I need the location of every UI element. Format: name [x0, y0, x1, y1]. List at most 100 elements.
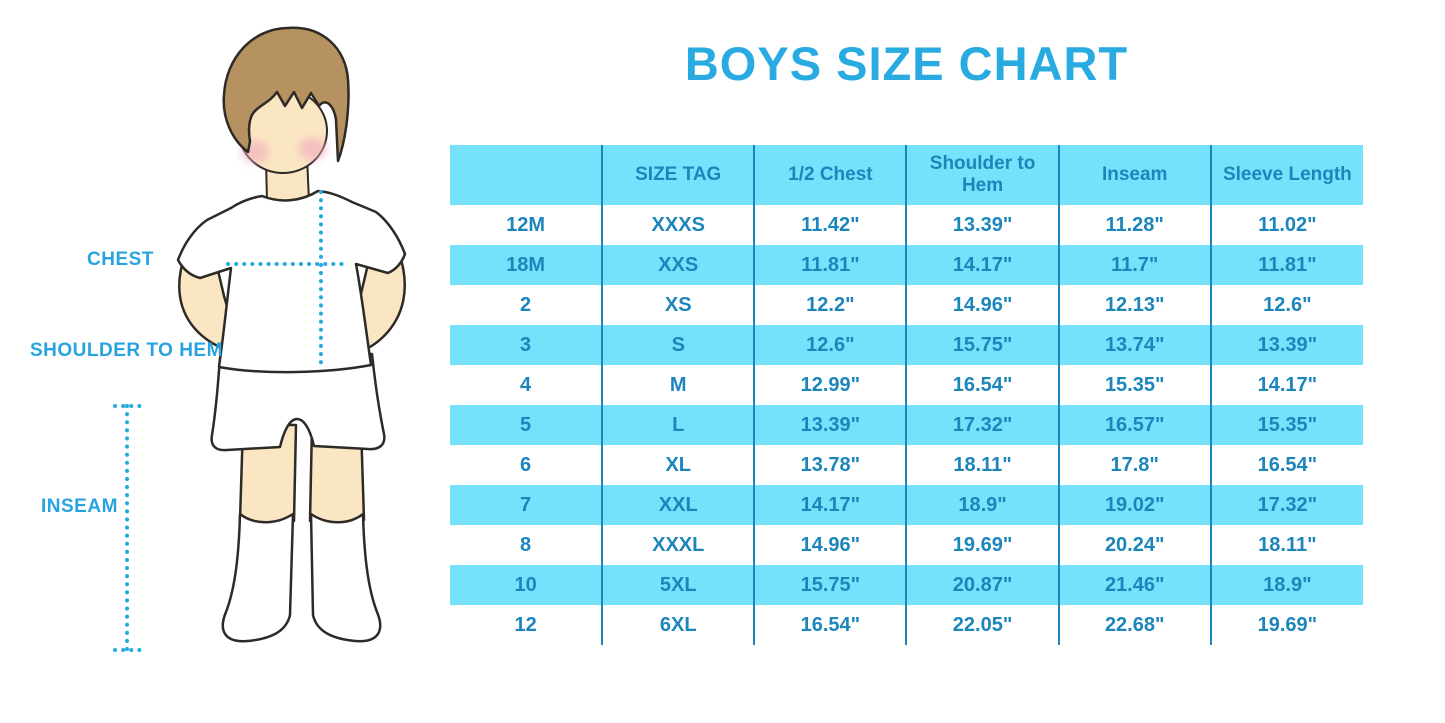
boy-right-sock — [309, 512, 382, 643]
column-header: Shoulder to Hem — [906, 145, 1060, 205]
table-cell: XXXL — [602, 525, 756, 565]
boy-hair — [222, 26, 350, 163]
table-row: 8 XXXL 14.96" 19.69" 20.24" 18.11" — [450, 525, 1363, 565]
table-cell: 11.7" — [1058, 245, 1212, 285]
table-cell: 14.96" — [754, 525, 908, 565]
table-cell: 13.39" — [754, 405, 908, 445]
table-cell: 22.68" — [1058, 605, 1212, 645]
table-cell: 11.81" — [1258, 253, 1317, 276]
table-cell: 22.05" — [906, 605, 1060, 645]
table-cell: S — [602, 325, 756, 365]
table-cell: 15.35" — [1257, 413, 1318, 436]
table-cell: 19.02" — [1058, 485, 1212, 525]
table-row: 12 6XL 16.54" 22.05" 22.68" 19.69" — [450, 605, 1363, 645]
table-row: 12M XXXS 11.42" 13.39" 11.28" 11.02" — [450, 205, 1363, 245]
table-cell: 14.17" — [1257, 373, 1318, 396]
table-cell: XXS — [602, 245, 756, 285]
boy-shorts — [210, 352, 386, 452]
table-cell: XXL — [602, 485, 756, 525]
table-cell: 14.17" — [906, 245, 1060, 285]
table-cell: 15.35" — [1058, 365, 1212, 405]
table-cell: 8 — [450, 525, 604, 565]
table-cell: 14.17" — [754, 485, 908, 525]
table-cell: 4 — [450, 365, 604, 405]
table-cell: 20.87" — [906, 565, 1060, 605]
table-cell: 7 — [450, 485, 604, 525]
column-header: Inseam — [1058, 145, 1212, 205]
boy-shirt — [176, 189, 407, 374]
size-table-head: SIZE TAG 1/2 Chest Shoulder to Hem Inseam Sl… — [450, 145, 1363, 205]
table-row: 10 5XL 15.75" 20.87" 21.46" 18.9" — [450, 565, 1363, 605]
table-row: 7 XXL 14.17" 18.9" 19.02" 17.32" — [450, 485, 1363, 525]
table-cell: 17.32" — [906, 405, 1060, 445]
table-cell: XXXS — [602, 205, 756, 245]
table-cell: 15.75" — [754, 565, 908, 605]
table-cell: 17.32" — [1257, 493, 1318, 516]
table-cell: 12 — [450, 605, 604, 645]
table-cell: XL — [602, 445, 756, 485]
table-cell: 2 — [450, 285, 604, 325]
table-cell: 18M — [450, 245, 604, 285]
table-cell: 13.78" — [754, 445, 908, 485]
column-header: Sleeve Length — [1222, 164, 1352, 186]
table-row: 6 XL 13.78" 18.11" 17.8" 16.54" — [450, 445, 1363, 485]
table-cell: 5XL — [602, 565, 756, 605]
table-cell: 16.54" — [1257, 453, 1318, 476]
table-cell: 11.81" — [754, 245, 908, 285]
table-cell: 12.6" — [1263, 293, 1312, 316]
table-cell: 18.11" — [1258, 533, 1317, 556]
column-header — [450, 145, 604, 205]
table-cell: 12.2" — [754, 285, 908, 325]
table-cell: 12.99" — [754, 365, 908, 405]
table-cell: XS — [602, 285, 756, 325]
page-title: BOYS SIZE CHART — [684, 37, 1129, 90]
size-table: SIZE TAG 1/2 Chest Shoulder to Hem Inseam Sl… — [450, 145, 1363, 645]
table-cell: 14.96" — [906, 285, 1060, 325]
table-cell: 16.54" — [754, 605, 908, 645]
table-cell: 12.13" — [1058, 285, 1212, 325]
table-cell: 19.69" — [1257, 613, 1318, 636]
table-cell: 18.11" — [906, 445, 1060, 485]
table-cell: 16.57" — [1058, 405, 1212, 445]
table-cell: 6XL — [602, 605, 756, 645]
table-cell: 18.9" — [1263, 573, 1312, 596]
table-cell: 13.74" — [1058, 325, 1212, 365]
table-cell: 19.69" — [906, 525, 1060, 565]
table-row: 4 M 12.99" 16.54" 15.35" 14.17" — [450, 365, 1363, 405]
table-cell: L — [602, 405, 756, 445]
table-cell: 3 — [450, 325, 604, 365]
table-cell: 20.24" — [1058, 525, 1212, 565]
table-cell: 5 — [450, 405, 604, 445]
table-cell: 11.02" — [1258, 213, 1317, 236]
boy-right-cheek — [299, 138, 327, 160]
size-table-head-row: SIZE TAG 1/2 Chest Shoulder to Hem Inseam Sl… — [450, 145, 1363, 205]
boy-left-sock — [221, 512, 295, 643]
boy-illustration — [113, 26, 407, 652]
table-cell: 12.6" — [754, 325, 908, 365]
table-cell: 13.39" — [906, 205, 1060, 245]
table-row: 3 S 12.6" 15.75" 13.74" 13.39" — [450, 325, 1363, 365]
table-row: 5 L 13.39" 17.32" 16.57" 15.35" — [450, 405, 1363, 445]
table-cell: 17.8" — [1058, 445, 1212, 485]
table-cell: 18.9" — [906, 485, 1060, 525]
column-header: 1/2 Chest — [754, 145, 908, 205]
table-cell: 11.42" — [754, 205, 908, 245]
column-header: SIZE TAG — [602, 145, 756, 205]
table-cell: 11.28" — [1058, 205, 1212, 245]
figure-area: CHEST SHOULDER TO HEM INSEAM — [0, 0, 450, 723]
table-cell: 6 — [450, 445, 604, 485]
table-cell: 21.46" — [1058, 565, 1212, 605]
shoulder-to-hem-label: SHOULDER TO HEM — [30, 340, 223, 361]
inseam-label: INSEAM — [41, 496, 118, 517]
table-cell: 10 — [450, 565, 604, 605]
table-cell: 12M — [450, 205, 604, 245]
size-table-body: 12M XXXS 11.42" 13.39" 11.28" 11.02" 18M XXS 11.… — [450, 205, 1363, 645]
table-cell: 13.39" — [1257, 333, 1318, 356]
table-row: 18M XXS 11.81" 14.17" 11.7" 11.81" — [450, 245, 1363, 285]
chest-label: CHEST — [87, 249, 154, 270]
table-cell: 15.75" — [906, 325, 1060, 365]
size-table-container: SIZE TAG 1/2 Chest Shoulder to Hem Inseam Sl… — [450, 145, 1363, 645]
table-row: 2 XS 12.2" 14.96" 12.13" 12.6" — [450, 285, 1363, 325]
table-cell: M — [602, 365, 756, 405]
